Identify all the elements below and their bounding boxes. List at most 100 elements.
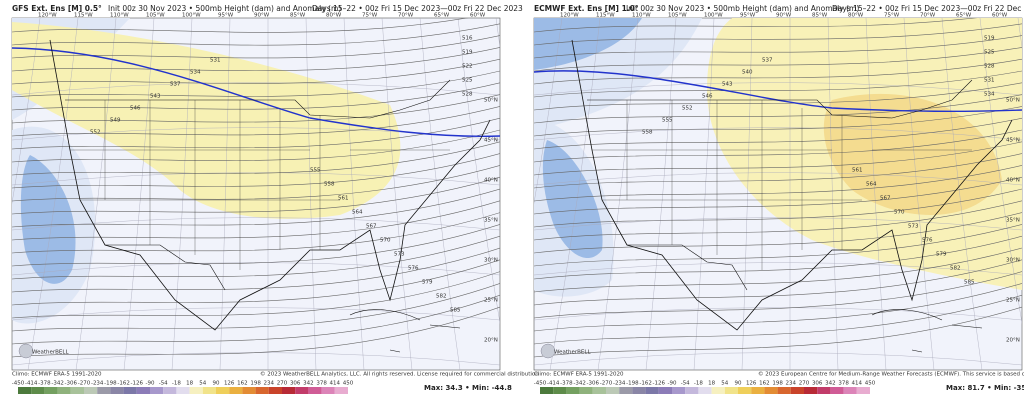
meridian (123, 18, 155, 370)
copyright-note: © 2023 WeatherBELL Analytics, LLC. All r… (260, 371, 539, 378)
meridian (597, 18, 639, 370)
colorbar-swatch (619, 387, 633, 394)
contour-label: 573 (908, 224, 919, 230)
colorbar-swatch (97, 387, 111, 394)
height-contour (534, 165, 1022, 202)
meridian (27, 18, 79, 370)
colorbar-swatch (711, 387, 725, 394)
contour-label: 519 (462, 50, 473, 56)
colorbar-tick-label: -90 (146, 381, 155, 387)
latitude-label: 50°N (484, 98, 498, 104)
height-contour (12, 153, 500, 189)
colorbar-swatch (123, 387, 137, 394)
colorbar-swatch (738, 387, 752, 394)
longitude-label: 65°W (434, 13, 450, 19)
islands (871, 309, 983, 353)
contour-540 (12, 47, 500, 137)
contour-label: 564 (866, 182, 877, 188)
colorbar-swatch (202, 387, 216, 394)
colorbar-swatch (255, 387, 269, 394)
parallel (534, 217, 1022, 231)
contour-label: 525 (984, 50, 995, 56)
colorbar-tick-label: 90 (735, 381, 742, 387)
height-contour (534, 129, 1022, 163)
meridian (75, 18, 117, 370)
colorbar-tick-label: -126 (653, 381, 666, 387)
map-panel: GFS Ext. Ens [M] 0.5° Init 00z 30 Nov 202… (11, 4, 539, 394)
colorbar-tick-label: 198 (772, 381, 783, 387)
meridian (343, 18, 365, 370)
contour-label: 552 (90, 130, 101, 136)
logo-text: WeatherBELL (32, 350, 69, 356)
contour-label: 570 (380, 238, 391, 244)
positive-anomaly (12, 22, 401, 219)
longitude-label: 90°W (776, 13, 792, 19)
colorbar-tick-label: 378 (838, 381, 849, 387)
longitude-label: 100°W (704, 13, 723, 19)
colorbar-swatch (553, 387, 567, 394)
colorbar-swatch (110, 387, 124, 394)
height-contour (534, 259, 1022, 306)
colorbar-swatch (31, 387, 45, 394)
colorbar-swatch (70, 387, 84, 394)
latitude-label: 45°N (484, 138, 498, 144)
contour-label: 579 (936, 252, 947, 258)
contour-label: 561 (852, 168, 863, 174)
height-contour (534, 117, 1022, 150)
colorbar-tick-label: 162 (759, 381, 770, 387)
latitude-label: 30°N (484, 258, 498, 264)
height-contour (12, 141, 500, 176)
meridian (219, 18, 231, 370)
colorbar-swatch (189, 387, 203, 394)
colorbar-swatch (672, 387, 686, 394)
colorbar-swatch (136, 387, 150, 394)
parallel (12, 172, 500, 186)
latitude-label: 30°N (1006, 258, 1020, 264)
meridian (693, 18, 715, 370)
colorbar-swatch (658, 387, 672, 394)
meridian (12, 18, 41, 204)
meridian (903, 18, 935, 370)
colorbar-swatch (632, 387, 646, 394)
colorbar-swatch (242, 387, 256, 394)
colorbar-swatch (18, 387, 32, 394)
contour-label: 567 (880, 196, 891, 202)
colorbar-swatch (57, 387, 71, 394)
map-layer (12, 18, 500, 370)
contour-label: 537 (762, 58, 773, 64)
contour-label: 543 (722, 82, 733, 88)
latitude-label: 45°N (1006, 138, 1020, 144)
colorbar-tick-label: -378 (560, 381, 573, 387)
colorbar-tick-label: 306 (290, 381, 301, 387)
height-contour (534, 47, 1022, 72)
height-contour (12, 35, 500, 59)
logo-text: WeatherBELL (554, 350, 591, 356)
colorbar-tick-label: 90 (213, 381, 220, 387)
latitude-label: 50°N (1006, 98, 1020, 104)
meridian (645, 18, 677, 370)
colorbar-tick-label: 342 (303, 381, 314, 387)
colorbar-tick-label: -126 (131, 381, 144, 387)
panel-days: Days 15–22 • 00z Fri 15 Dec 2023—00z Fri… (312, 4, 523, 13)
state-lines (70, 100, 450, 270)
longitude-label: 100°W (182, 13, 201, 19)
colorbar-tick-label: 54 (199, 381, 206, 387)
colorbar-swatch (645, 387, 659, 394)
colorbar-tick-label: 342 (825, 381, 836, 387)
height-contour (534, 58, 1022, 85)
height-contour (534, 153, 1022, 189)
colorbar-tick-label: 234 (264, 381, 275, 387)
min-max-stats: Max: 34.3 • Min: -44.8 (424, 384, 512, 392)
height-contour (534, 224, 1022, 267)
colorbar-swatch (150, 387, 164, 394)
height-contour (12, 235, 500, 280)
colorbar-tick-label: -18 (694, 381, 703, 387)
colorbar-swatch (764, 387, 778, 394)
contour-label: 558 (324, 182, 335, 188)
contour-label: 549 (110, 118, 121, 124)
colorbar-tick-label: 162 (237, 381, 248, 387)
negative-anomaly (534, 18, 642, 70)
colorbar-tick-label: 414 (330, 381, 341, 387)
height-contour (12, 47, 500, 72)
height-contour (12, 58, 500, 85)
